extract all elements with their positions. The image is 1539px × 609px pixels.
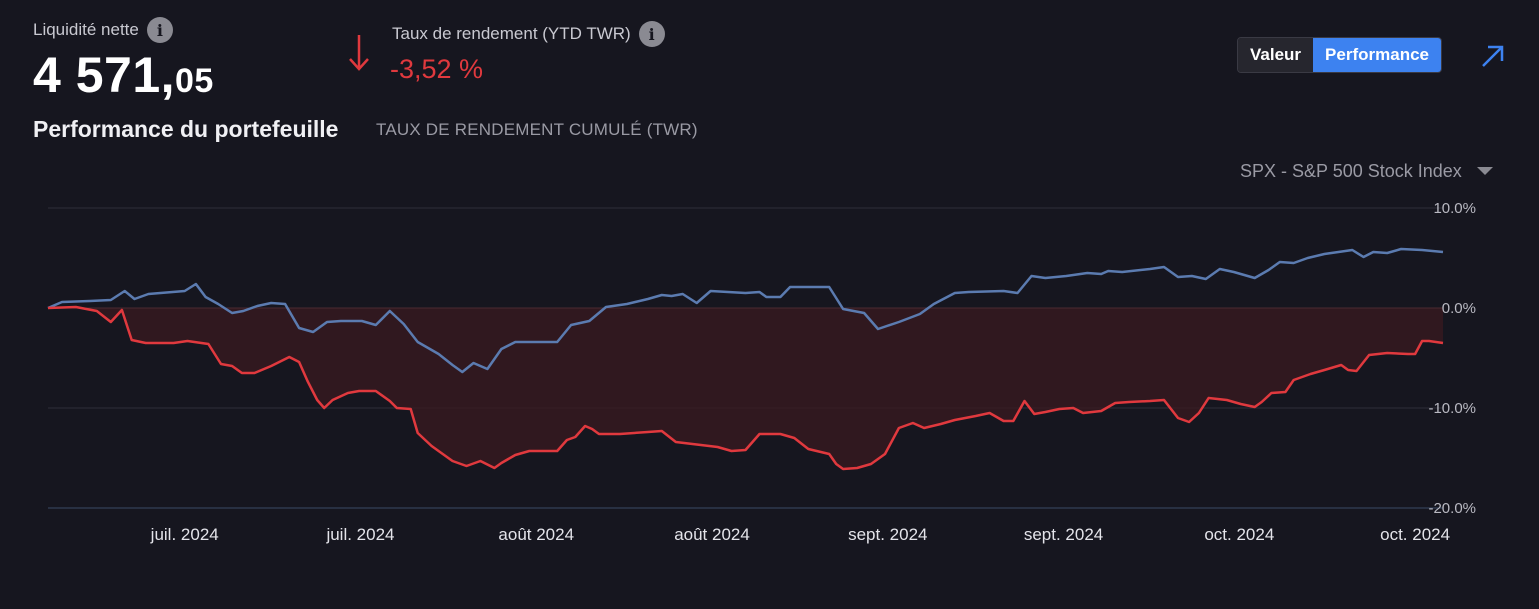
x-tick-label: oct. 2024 [1204,525,1274,544]
return-label-row: Taux de rendement (YTD TWR) i [392,21,665,47]
return-value: -3,52 % [390,54,484,84]
benchmark-select[interactable]: SPX - S&P 500 Stock Index [1240,161,1494,182]
x-tick-label: sept. 2024 [1024,525,1103,544]
x-tick-label: juil. 2024 [150,525,219,544]
x-tick-label: oct. 2024 [1380,525,1450,544]
section-title: Performance du portefeuille [33,116,339,142]
x-axis: juil. 2024 juil. 2024 août 2024 août 2024 se… [150,525,1450,544]
portfolio-area-layer [48,307,1443,469]
x-tick-label: août 2024 [674,525,750,544]
net-liquidity-value: 4 571,05 [33,46,214,104]
info-icon[interactable]: i [146,17,173,43]
net-liquidity-decimal: 05 [175,62,214,100]
benchmark-line [47,247,1444,374]
y-tick-label: -10.0% [1428,400,1476,417]
x-tick-label: août 2024 [498,525,574,544]
portfolio-line [47,305,1444,471]
y-tick-label: 0.0% [1442,300,1476,317]
section-subtitle: TAUX DE RENDEMENT CUMULÉ (TWR) [376,120,698,139]
x-tick-label: juil. 2024 [325,525,394,544]
portfolio-area [48,307,1443,469]
y-tick-label: -20.0% [1428,500,1476,517]
return-label: Taux de rendement (YTD TWR) [392,24,631,43]
net-liquidity-label: Liquidité nette [33,20,139,39]
arrow-down-icon [344,30,374,81]
valeur-toggle-button[interactable]: Valeur [1238,38,1314,72]
net-liquidity-integer: 4 571, [33,47,176,103]
y-tick-label: 10.0% [1433,200,1476,217]
caret-down-icon [1476,161,1494,182]
benchmark-selected-label: SPX - S&P 500 Stock Index [1240,161,1462,181]
y-axis: 10.0% 0.0% -10.0% -20.0% [1428,200,1476,517]
expand-arrow-icon[interactable] [1477,40,1509,77]
view-toggle: Valeur Performance [1237,37,1442,73]
performance-toggle-button[interactable]: Performance [1313,38,1441,72]
chart-lines [47,247,1444,471]
x-tick-label: sept. 2024 [848,525,927,544]
performance-chart: 10.0%0.0%-10.0%-20.0% juil. 2024 juil. 20… [47,200,1476,544]
info-icon[interactable]: i [638,21,665,47]
net-liquidity-label-row: Liquidité nette i [33,17,173,43]
